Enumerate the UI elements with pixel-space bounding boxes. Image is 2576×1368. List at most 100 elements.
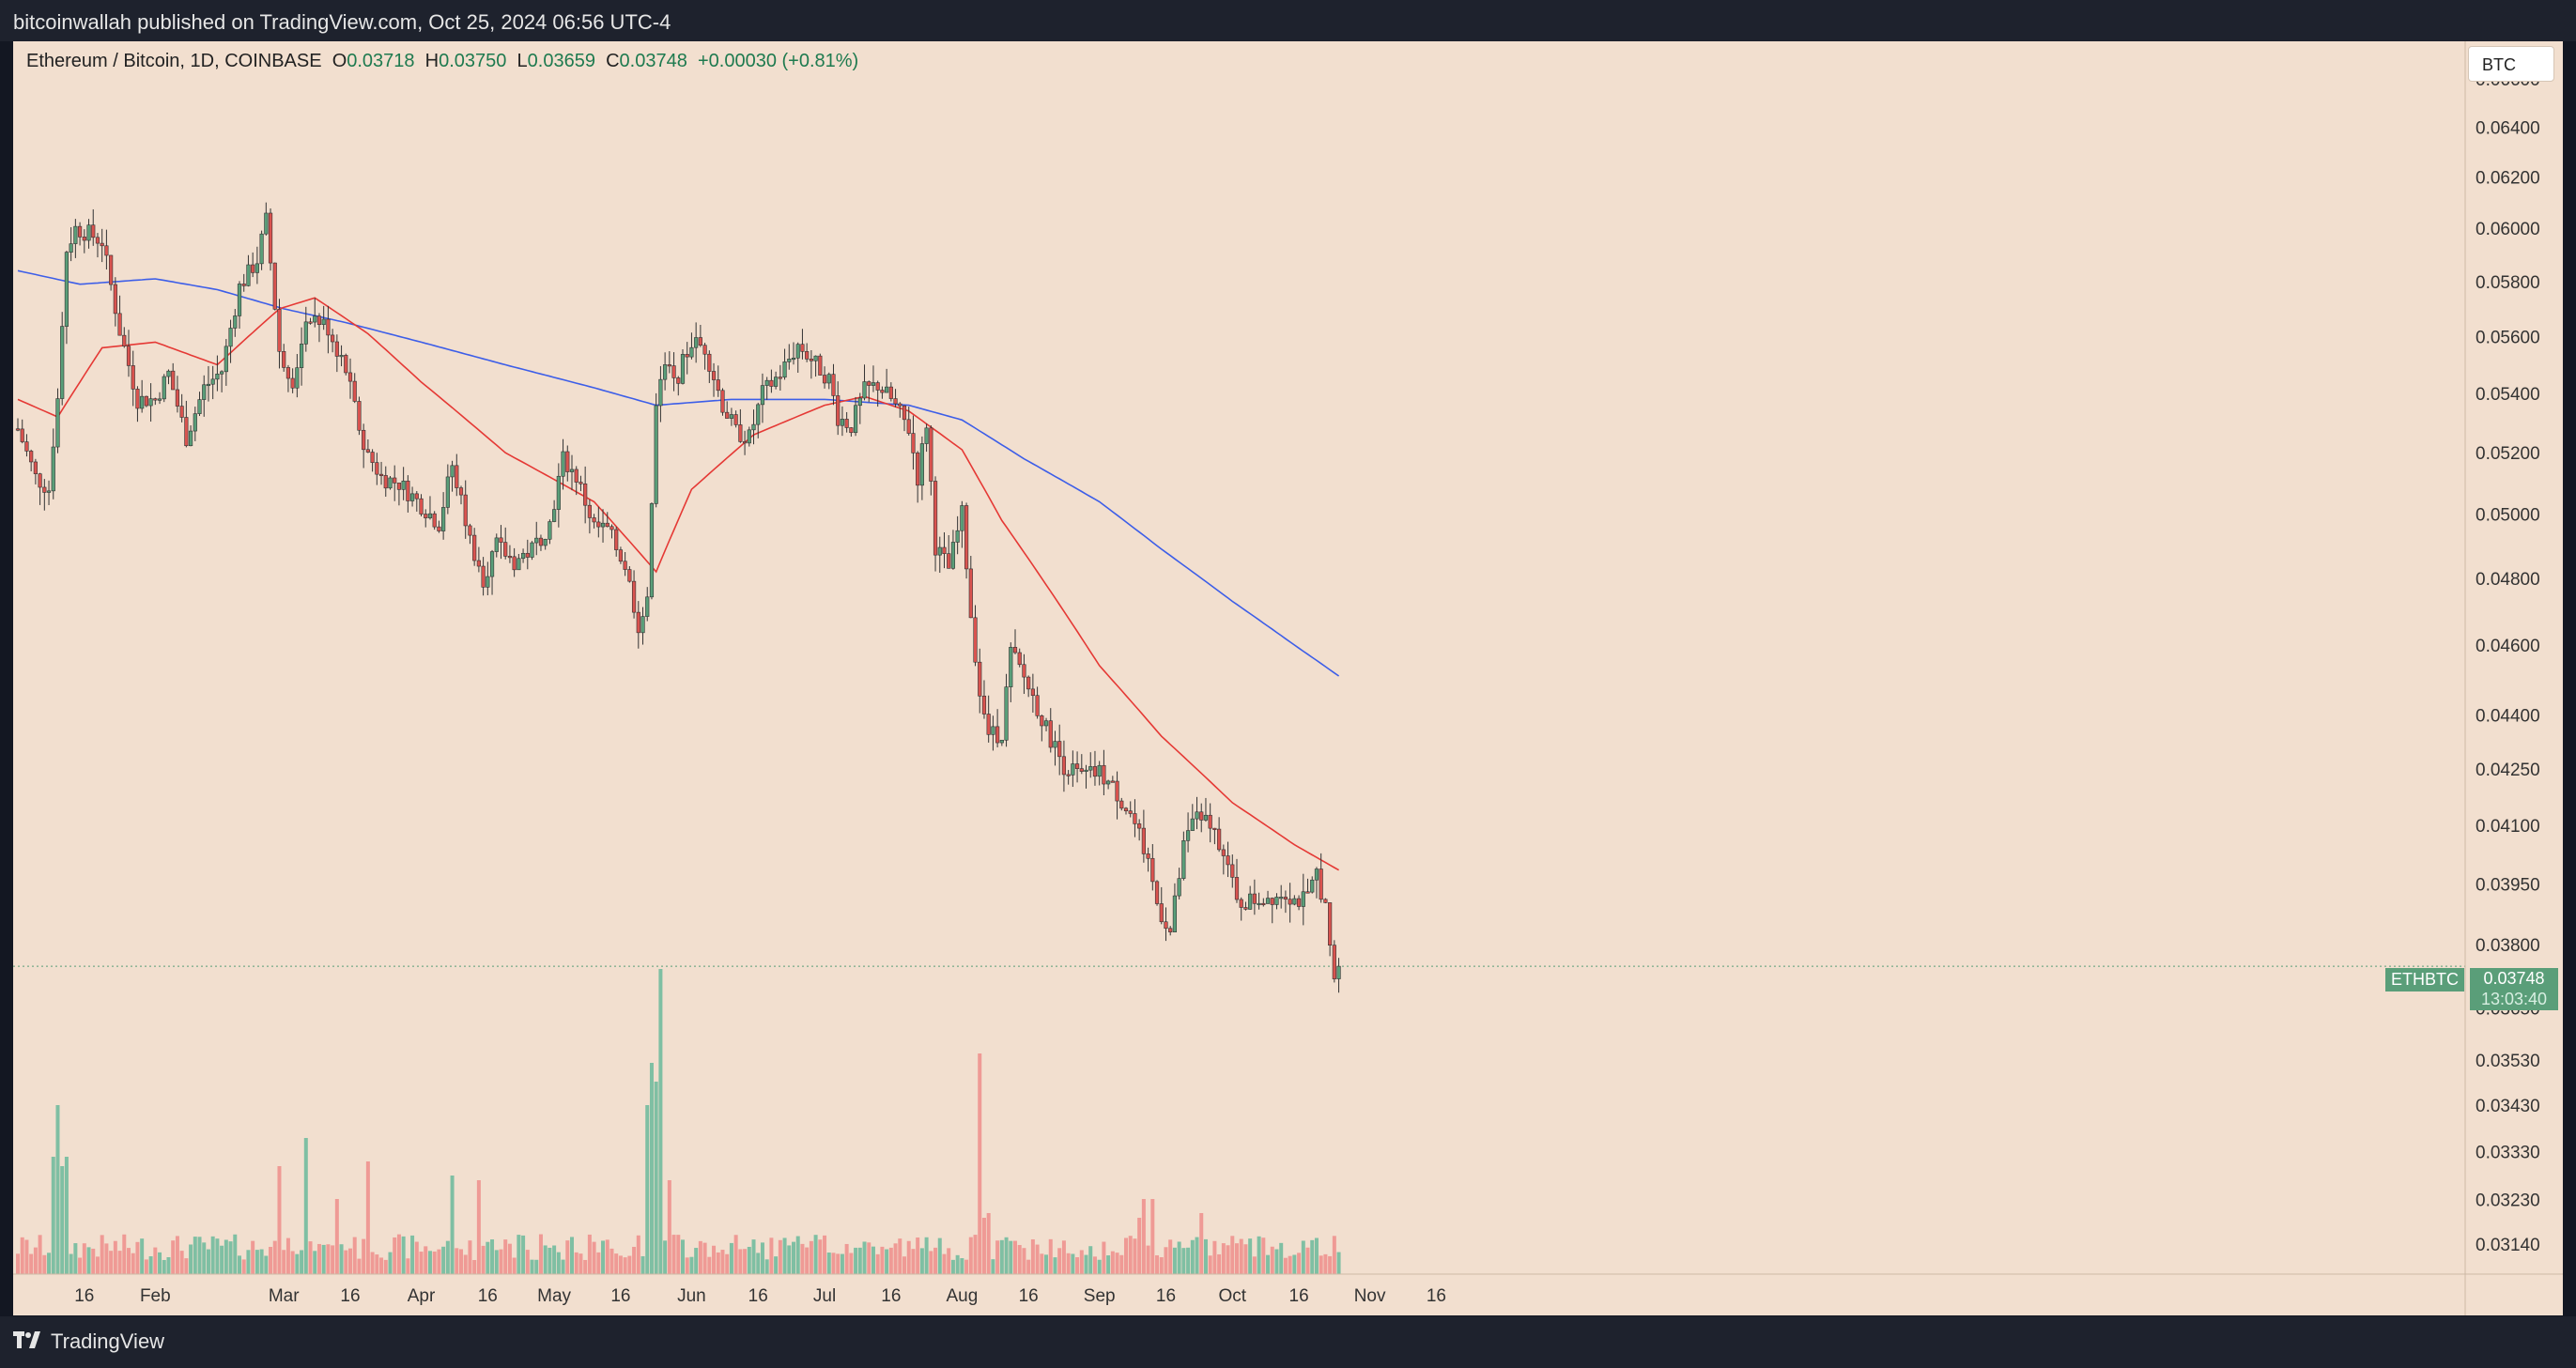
candle-body xyxy=(857,397,862,407)
candle-body xyxy=(649,503,655,598)
candle-body xyxy=(20,428,24,442)
candle-body xyxy=(241,284,246,286)
volume-bar xyxy=(95,1256,100,1274)
volume-bar xyxy=(885,1249,889,1274)
candle-body xyxy=(162,376,166,400)
candle-body xyxy=(1279,897,1284,899)
volume-bar xyxy=(880,1246,885,1274)
candle-body xyxy=(1026,676,1031,690)
volume-bar xyxy=(867,1242,872,1274)
volume-bar xyxy=(1221,1243,1226,1274)
volume-bar xyxy=(357,1258,362,1274)
price-tick-label: 0.03800 xyxy=(2476,936,2540,956)
volume-bar xyxy=(419,1252,424,1274)
volume-bar xyxy=(1199,1213,1204,1274)
volume-bar xyxy=(937,1237,942,1274)
volume-bar xyxy=(1061,1240,1066,1274)
candle-body xyxy=(694,337,699,348)
volume-bar xyxy=(450,1176,455,1274)
candle-body xyxy=(441,507,446,531)
volume-bar xyxy=(627,1255,632,1274)
volume-bar xyxy=(632,1246,637,1274)
low-label: L xyxy=(517,51,528,71)
price-tick-label: 0.05000 xyxy=(2476,506,2540,526)
candle-body xyxy=(184,417,189,447)
volume-bar xyxy=(193,1237,197,1274)
candle-body xyxy=(370,452,375,463)
volume-bar xyxy=(1301,1240,1305,1274)
volume-bar xyxy=(82,1243,86,1274)
volume-bar xyxy=(764,1259,769,1274)
price-tick-label: 0.05800 xyxy=(2476,273,2540,293)
candle-body xyxy=(1239,899,1243,908)
candle-body xyxy=(1159,903,1164,923)
volume-bar xyxy=(122,1234,127,1274)
candle-body xyxy=(645,596,650,617)
candle-body xyxy=(800,344,805,352)
price-tick-label: 0.03530 xyxy=(2476,1052,2540,1071)
volume-bar xyxy=(712,1245,717,1274)
volume-bar xyxy=(919,1248,924,1274)
chart-area[interactable] xyxy=(13,41,2563,1315)
candle-body xyxy=(503,542,508,557)
volume-bar xyxy=(694,1248,699,1274)
candle-body xyxy=(871,382,876,386)
volume-bar xyxy=(78,1257,83,1274)
candle-body xyxy=(378,473,384,476)
volume-bar xyxy=(166,1257,171,1274)
candle-body xyxy=(1057,741,1062,758)
candle-body xyxy=(898,403,902,407)
volume-bar xyxy=(552,1245,557,1274)
volume-bar xyxy=(1110,1251,1115,1274)
candle-body xyxy=(1203,814,1209,821)
candle-body xyxy=(494,537,499,552)
candle-body xyxy=(512,556,517,571)
volume-bar xyxy=(51,1157,55,1274)
candle-body xyxy=(1009,647,1013,687)
volume-bar xyxy=(1288,1255,1292,1274)
candle-body xyxy=(295,367,300,389)
volume-bar xyxy=(676,1235,681,1274)
tradingview-logo[interactable]: TradingView xyxy=(13,1329,164,1355)
volume-bar xyxy=(455,1248,459,1274)
candle-body xyxy=(795,344,800,359)
volume-bar xyxy=(538,1234,543,1274)
candle-body xyxy=(220,371,224,375)
volume-bar xyxy=(1084,1254,1088,1274)
volume-bar xyxy=(574,1252,578,1274)
time-tick-label: Jul xyxy=(813,1286,836,1306)
volume-bar xyxy=(1230,1236,1235,1274)
footer-bar: TradingView xyxy=(0,1316,2576,1368)
volume-bar xyxy=(401,1236,406,1274)
open-label: O xyxy=(332,51,347,71)
volume-bar xyxy=(751,1239,756,1274)
tradingview-logo-icon xyxy=(13,1329,41,1355)
volume-bar xyxy=(702,1242,707,1274)
candle-body xyxy=(1133,813,1137,824)
volume-bar xyxy=(241,1259,246,1274)
candle-body xyxy=(636,611,640,634)
currency-button[interactable]: BTC xyxy=(2468,46,2554,82)
price-tick-label: 0.06000 xyxy=(2476,220,2540,239)
candle-body xyxy=(1310,879,1315,893)
volume-bar xyxy=(468,1240,472,1274)
candle-body xyxy=(450,465,455,478)
volume-bar xyxy=(800,1243,805,1274)
volume-bar xyxy=(55,1105,60,1274)
volume-bar xyxy=(964,1259,969,1274)
price-axis[interactable] xyxy=(2465,41,2563,1274)
time-tick-label: Mar xyxy=(269,1286,300,1306)
candle-body xyxy=(1274,897,1279,905)
volume-bar xyxy=(158,1252,162,1274)
volume-bar xyxy=(1336,1252,1341,1274)
candle-body xyxy=(756,404,761,425)
volume-bar xyxy=(720,1250,725,1274)
volume-bar xyxy=(1133,1238,1137,1274)
volume-bar xyxy=(756,1253,761,1274)
candle-body xyxy=(627,569,632,582)
volume-bar xyxy=(162,1259,166,1274)
candle-body xyxy=(60,326,65,399)
volume-bar xyxy=(640,1255,645,1274)
volume-bar xyxy=(308,1241,313,1274)
